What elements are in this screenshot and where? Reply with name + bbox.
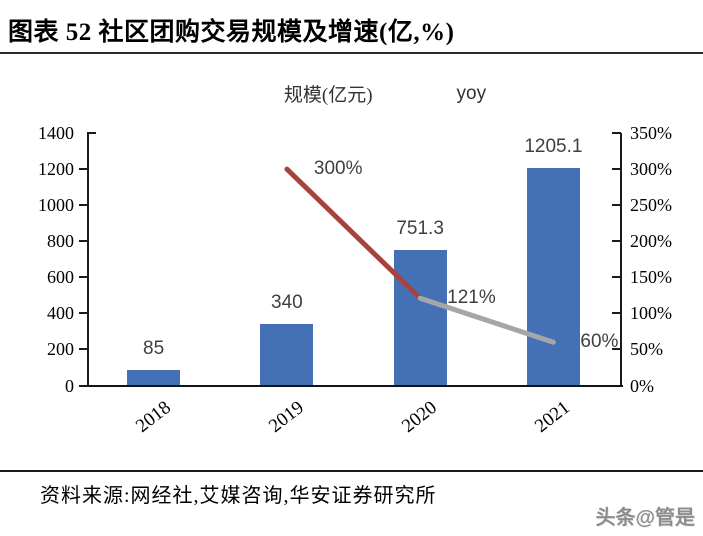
left-axis-tick-label: 0 [65, 375, 74, 396]
bar-2018 [127, 370, 181, 386]
left-axis-tick-label: 800 [47, 231, 74, 252]
right-axis-tick [612, 276, 621, 279]
right-axis-tick-label: 50% [630, 339, 663, 360]
left-axis-tick-label: 400 [47, 303, 74, 324]
left-axis-tick [79, 276, 88, 279]
yoy-value-label: 300% [313, 158, 363, 180]
bar-value-label: 85 [143, 338, 165, 360]
yoy-value-label: 121% [447, 287, 496, 309]
right-axis-tick [612, 348, 621, 351]
legend-item-scale: 规模(亿元) [217, 80, 373, 107]
chart-legend: 规模(亿元) yoy [217, 80, 486, 107]
left-axis-tick-label: 600 [47, 267, 74, 288]
bar-value-label: 751.3 [396, 217, 444, 239]
title-divider [0, 52, 703, 54]
left-axis-tick [79, 240, 88, 243]
right-axis-tick [612, 168, 621, 171]
bar-2019 [260, 324, 314, 386]
right-axis [620, 133, 622, 386]
left-axis-tick [79, 312, 88, 315]
legend-item-yoy: yoy [387, 83, 487, 105]
bar-value-label: 340 [271, 292, 303, 314]
watermark: 头条@管是 [595, 507, 695, 529]
left-axis-tick [79, 348, 88, 351]
left-axis-tick [79, 384, 88, 387]
left-axis-tick [79, 168, 88, 171]
left-axis-tick-label: 1200 [38, 159, 74, 180]
right-axis-tick-label: 250% [630, 195, 672, 216]
yoy-value-label: 60% [580, 331, 619, 353]
right-axis-tick [612, 204, 621, 207]
right-axis-tick-label: 150% [630, 267, 672, 288]
left-axis-tick-label: 200 [47, 339, 74, 360]
left-axis [87, 133, 89, 386]
right-axis-tick [612, 312, 621, 315]
legend-yoy-label: yoy [456, 82, 487, 104]
right-axis-tick-label: 0% [630, 375, 654, 396]
left-axis-tick [87, 132, 96, 134]
source-note: 资料来源:网经社,艾媒咨询,华安证券研究所 [40, 485, 437, 507]
legend-scale-label: 规模(亿元) [283, 85, 373, 106]
footer-divider [0, 470, 703, 472]
right-axis-tick [612, 240, 621, 243]
bar-value-label: 1205.1 [524, 136, 583, 158]
left-axis-tick-label: 1400 [38, 123, 74, 143]
yoy-line-segment-1 [417, 295, 556, 345]
right-axis-tick-label: 300% [630, 159, 672, 180]
right-axis-tick-label: 350% [630, 123, 672, 143]
right-axis-tick-label: 100% [630, 303, 672, 324]
right-axis-tick-label: 200% [630, 231, 672, 252]
page-title: 图表 52 社区团购交易规模及增速(亿,%) [8, 19, 455, 46]
bar-2020 [393, 249, 447, 386]
bar-2021 [526, 168, 580, 386]
left-axis-tick [79, 204, 88, 207]
yoy-line-segment-0 [284, 166, 423, 301]
right-axis-tick [612, 132, 621, 134]
left-axis-tick-label: 1000 [38, 195, 74, 216]
x-axis-baseline [87, 384, 623, 387]
